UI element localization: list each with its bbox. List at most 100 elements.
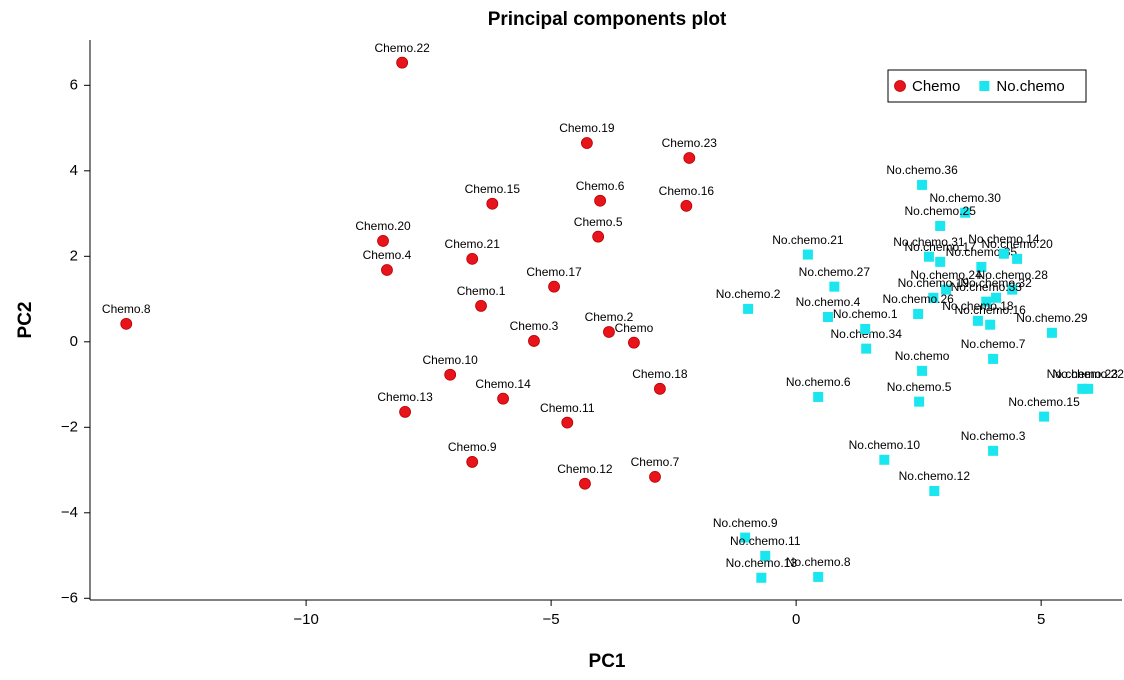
point xyxy=(486,197,499,210)
point xyxy=(976,261,987,272)
point-label: No.chemo.18 xyxy=(942,299,1014,313)
point xyxy=(1083,383,1094,394)
x-tick-label: −10 xyxy=(293,611,318,628)
point xyxy=(1039,411,1050,422)
point xyxy=(683,152,696,164)
y-tick-label: 4 xyxy=(70,162,78,179)
point-label: Chemo.11 xyxy=(540,401,595,415)
point-label: No.chemo.3 xyxy=(961,429,1026,443)
point-label: No.chemo.14 xyxy=(968,232,1040,246)
point-label: Chemo.12 xyxy=(557,462,613,476)
point-label: Chemo.7 xyxy=(631,455,680,469)
point xyxy=(743,303,754,314)
point-label: Chemo.19 xyxy=(559,121,615,135)
y-tick-label: −2 xyxy=(61,418,78,435)
legend-marker xyxy=(979,81,990,91)
point-label: No.chemo.8 xyxy=(786,555,851,569)
point-label: Chemo.16 xyxy=(659,184,715,198)
point xyxy=(680,199,693,212)
point-label: No.chemo.28 xyxy=(977,268,1049,282)
point-label: No.chemo.27 xyxy=(799,265,871,279)
point xyxy=(929,485,940,496)
point xyxy=(917,179,928,190)
legend-label: Chemo xyxy=(912,78,960,95)
point-label: Chemo.1 xyxy=(457,284,506,298)
point-label: Chemo.5 xyxy=(574,215,623,229)
point-label: No.chemo.26 xyxy=(882,292,954,306)
point-label: No.chemo.1 xyxy=(833,307,898,321)
point xyxy=(913,309,924,320)
point xyxy=(988,445,999,456)
point-label: No.chemo.5 xyxy=(887,380,952,394)
point-label: Chemo.8 xyxy=(102,302,151,316)
point-label: Chemo.10 xyxy=(422,353,478,367)
point-label: No.chemo xyxy=(895,349,950,363)
point xyxy=(991,292,1002,303)
point xyxy=(649,470,661,483)
point-label: No.chemo.25 xyxy=(905,204,977,218)
point-label: Chemo.9 xyxy=(448,440,497,454)
point-label: Chemo.17 xyxy=(526,265,582,279)
point xyxy=(914,396,925,407)
point-label: Chemo xyxy=(615,321,654,335)
point xyxy=(829,281,840,292)
point xyxy=(760,550,771,561)
point-label: No.chemo.17 xyxy=(905,240,977,254)
y-tick-label: 0 xyxy=(70,333,78,350)
point xyxy=(917,365,928,376)
point xyxy=(444,368,457,381)
point xyxy=(628,336,640,349)
point-label: No.chemo.15 xyxy=(1008,395,1080,409)
point xyxy=(756,572,767,583)
point-label: Chemo.18 xyxy=(632,367,688,381)
point-label: No.chemo.12 xyxy=(899,469,971,483)
point-label: Chemo.21 xyxy=(445,237,501,251)
point-label: Chemo.2 xyxy=(585,310,634,324)
point xyxy=(603,326,615,338)
point-label: No.chemo.22 xyxy=(1053,367,1124,381)
point-label: No.chemo.9 xyxy=(713,516,778,530)
point-label: No.chemo.21 xyxy=(772,233,844,247)
point xyxy=(594,194,607,207)
point xyxy=(998,248,1009,259)
legend-label: No.chemo xyxy=(996,78,1064,95)
point xyxy=(972,315,983,326)
point xyxy=(396,56,409,69)
point-label: No.chemo.16 xyxy=(954,303,1026,317)
point xyxy=(822,312,833,323)
point-label: No.chemo.13 xyxy=(726,556,798,570)
point xyxy=(561,416,574,429)
point-label: No.chemo.36 xyxy=(886,163,958,177)
point-label: No.chemo.29 xyxy=(1016,311,1088,325)
point-label: No.chemo.11 xyxy=(730,534,801,548)
x-tick-label: −5 xyxy=(543,611,560,628)
point-label: No.chemo.19 xyxy=(898,276,970,290)
point-label: No.chemo.32 xyxy=(960,276,1032,290)
point xyxy=(548,280,560,293)
point-label: No.chemo.30 xyxy=(930,191,1002,205)
point-label: No.chemo.24 xyxy=(910,268,982,282)
point xyxy=(988,353,999,364)
point-label: Chemo.22 xyxy=(374,41,430,55)
point-label: Chemo.23 xyxy=(662,136,718,150)
point-label: No.chemo.6 xyxy=(786,375,851,389)
point xyxy=(861,343,872,354)
point xyxy=(802,249,813,260)
point-label: No.chemo.20 xyxy=(981,237,1053,251)
point xyxy=(813,391,824,402)
y-tick-label: −4 xyxy=(61,504,78,521)
point-label: No.chemo.23 xyxy=(1047,367,1119,381)
point xyxy=(580,137,593,149)
point xyxy=(960,207,971,218)
point-label: No.chemo.31 xyxy=(893,235,965,249)
point xyxy=(935,256,946,267)
point xyxy=(1077,383,1088,394)
point-label: Chemo.14 xyxy=(475,377,531,391)
legend-marker xyxy=(894,80,906,92)
point-label: Chemo.13 xyxy=(377,390,433,404)
point xyxy=(399,406,411,418)
point-label: Chemo.3 xyxy=(510,319,559,333)
point xyxy=(923,251,934,262)
point xyxy=(1012,253,1023,264)
